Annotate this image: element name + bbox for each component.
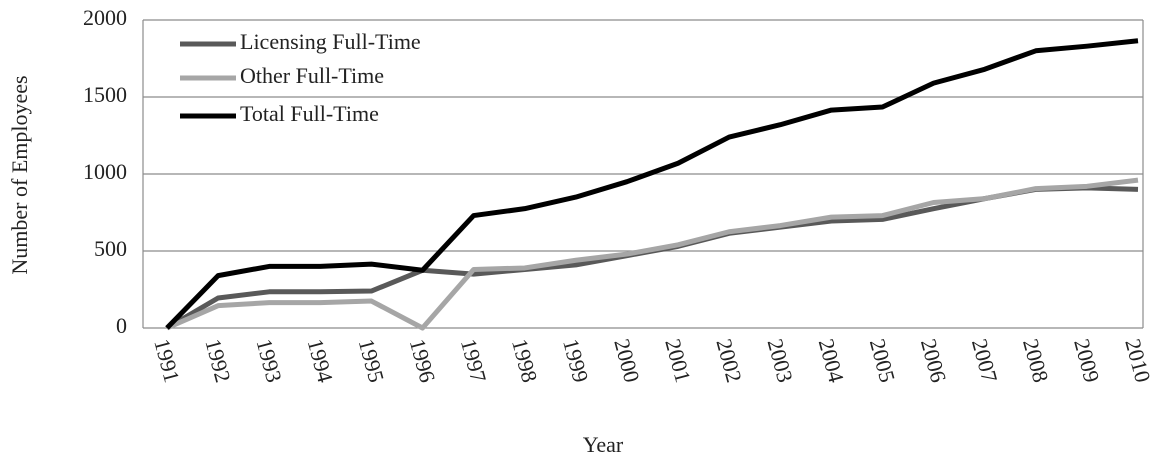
x-tick-label: 2007 (967, 336, 1003, 385)
y-tick-label: 2000 (83, 5, 127, 30)
x-tick-label: 2006 (916, 336, 952, 385)
x-tick-label: 1997 (456, 336, 492, 385)
x-tick-label: 2008 (1018, 336, 1054, 385)
x-tick-label: 2004 (814, 336, 850, 385)
x-tick-label: 2005 (865, 336, 901, 385)
y-tick-label: 1500 (83, 82, 127, 107)
y-axis-title: Number of Employees (7, 75, 32, 274)
legend-label: Total Full-Time (240, 101, 379, 126)
legend-label: Licensing Full-Time (240, 29, 421, 54)
x-tick-label: 1992 (200, 336, 236, 385)
series-line (165, 185, 1139, 331)
series-line (165, 177, 1139, 331)
x-tick-label: 1994 (303, 336, 339, 385)
legend-label: Other Full-Time (240, 63, 384, 88)
x-tick-label: 2009 (1069, 336, 1105, 385)
x-tick-label: 2000 (609, 336, 645, 385)
x-tick-label: 1998 (507, 336, 543, 385)
y-tick-label: 1000 (83, 159, 127, 184)
x-tick-label: 1995 (354, 336, 390, 385)
x-tick-label: 2001 (660, 336, 696, 385)
x-tick-label: 1999 (558, 336, 594, 385)
x-axis-title: Year (583, 432, 624, 457)
x-tick-label: 1996 (405, 336, 441, 385)
x-tick-label: 2002 (711, 336, 747, 385)
x-tick-label: 1991 (149, 336, 185, 385)
x-tick-label: 2010 (1120, 336, 1156, 385)
series-line (165, 38, 1139, 330)
y-tick-label: 500 (94, 236, 127, 261)
x-tick-label: 1993 (252, 336, 288, 385)
y-tick-label: 0 (116, 313, 127, 338)
x-tick-label: 2003 (763, 336, 799, 385)
